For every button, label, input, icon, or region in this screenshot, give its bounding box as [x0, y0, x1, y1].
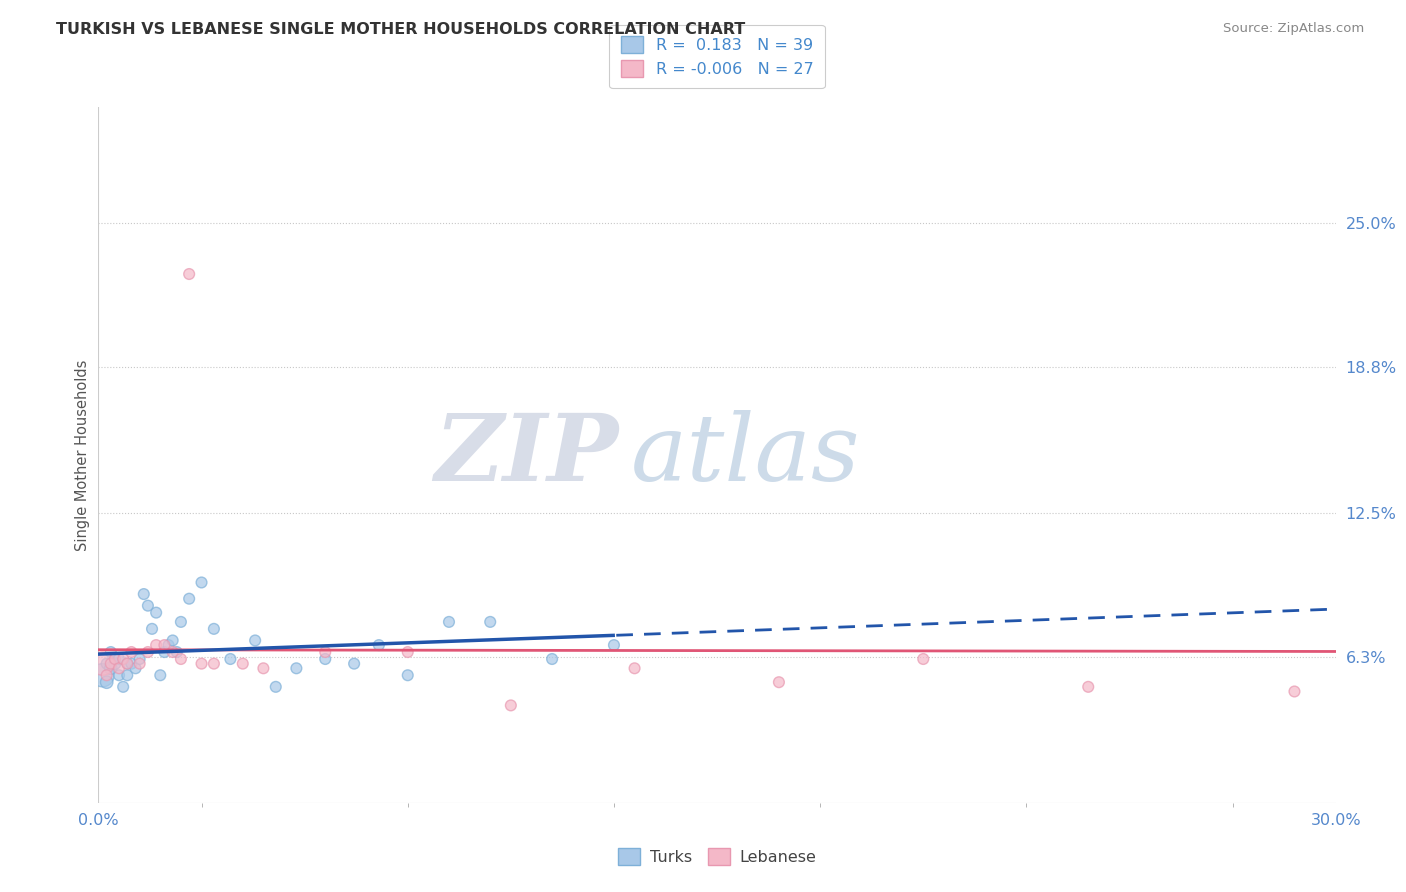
Point: [108, 652, 131, 666]
Point: [112, 652, 135, 666]
Point: [124, 661, 146, 675]
Point: [153, 638, 176, 652]
Point: [437, 615, 460, 629]
Point: [112, 680, 135, 694]
Point: [499, 698, 522, 713]
Point: [768, 675, 790, 690]
Point: [91, 657, 114, 671]
Point: [145, 638, 167, 652]
Point: [117, 668, 139, 682]
Point: [136, 599, 159, 613]
Point: [108, 668, 131, 682]
Point: [120, 657, 142, 671]
Point: [1284, 684, 1306, 698]
Point: [145, 606, 167, 620]
Point: [100, 645, 122, 659]
Point: [117, 657, 139, 671]
Point: [179, 591, 201, 606]
Point: [1077, 680, 1099, 694]
Point: [264, 680, 287, 694]
Point: [243, 633, 266, 648]
Point: [108, 661, 131, 675]
Legend: Turks, Lebanese: Turks, Lebanese: [612, 841, 823, 871]
Point: [170, 652, 193, 666]
Point: [190, 657, 212, 671]
Point: [541, 652, 564, 666]
Point: [96, 668, 118, 682]
Point: [100, 661, 122, 675]
Point: [162, 633, 184, 648]
Point: [396, 668, 419, 682]
Point: [219, 652, 242, 666]
Text: atlas: atlas: [630, 410, 860, 500]
Point: [912, 652, 935, 666]
Point: [91, 668, 114, 682]
Point: [120, 645, 142, 659]
Point: [96, 657, 118, 671]
Point: [149, 668, 172, 682]
Point: [141, 622, 163, 636]
Point: [252, 661, 274, 675]
Point: [132, 587, 155, 601]
Point: [157, 638, 180, 652]
Point: [343, 657, 366, 671]
Point: [136, 645, 159, 659]
Point: [314, 645, 336, 659]
Point: [367, 638, 389, 652]
Y-axis label: Single Mother Households: Single Mother Households: [75, 359, 90, 550]
Point: [117, 657, 139, 671]
Point: [128, 652, 150, 666]
Point: [202, 657, 225, 671]
Point: [285, 661, 308, 675]
Point: [166, 645, 188, 659]
Point: [104, 652, 127, 666]
Point: [623, 661, 645, 675]
Point: [104, 657, 127, 671]
Point: [100, 657, 122, 671]
Text: ZIP: ZIP: [434, 410, 619, 500]
Point: [96, 675, 118, 690]
Point: [190, 575, 212, 590]
Text: TURKISH VS LEBANESE SINGLE MOTHER HOUSEHOLDS CORRELATION CHART: TURKISH VS LEBANESE SINGLE MOTHER HOUSEH…: [56, 22, 745, 37]
Point: [479, 615, 502, 629]
Text: Source: ZipAtlas.com: Source: ZipAtlas.com: [1223, 22, 1364, 36]
Point: [153, 645, 176, 659]
Point: [314, 652, 336, 666]
Point: [128, 657, 150, 671]
Point: [162, 645, 184, 659]
Point: [179, 267, 201, 281]
Point: [396, 645, 419, 659]
Point: [170, 615, 193, 629]
Point: [232, 657, 254, 671]
Point: [202, 622, 225, 636]
Point: [603, 638, 626, 652]
